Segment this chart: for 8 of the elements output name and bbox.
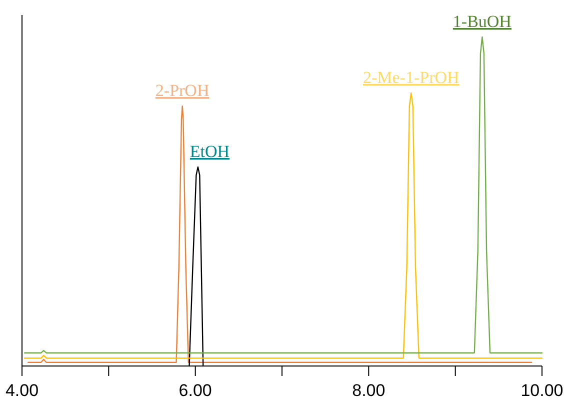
series-label: 2-PrOH xyxy=(155,81,210,100)
x-tick-label: 8.00 xyxy=(352,381,386,400)
series-label: EtOH xyxy=(190,142,230,161)
series-label: 2-Me-1-PrOH xyxy=(362,68,460,87)
x-tick-label: 6.00 xyxy=(178,381,212,400)
series-label: 1-BuOH xyxy=(452,12,512,31)
x-tick-label: 10.00 xyxy=(520,381,564,400)
x-tick-label: 4.00 xyxy=(5,381,39,400)
